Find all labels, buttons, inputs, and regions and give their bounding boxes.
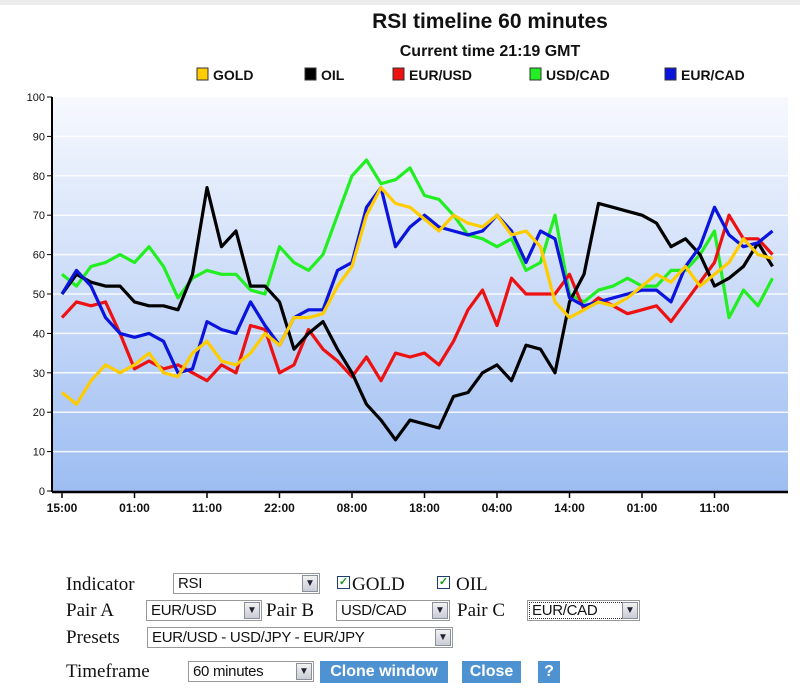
- series-line-oil: [60, 186, 774, 442]
- legend-item-gold: GOLD: [196, 67, 253, 83]
- pair-c-label: Pair C: [457, 600, 506, 621]
- y-tick-label: 20: [33, 407, 45, 419]
- x-tick-label: 22:00: [264, 501, 295, 515]
- pair-a-value: EUR/USD: [151, 602, 217, 619]
- x-tick-label: 01:00: [119, 501, 150, 515]
- legend-swatch: [529, 67, 542, 81]
- pair-b-label: Pair B: [266, 600, 315, 621]
- chevron-down-icon: ▼: [432, 602, 448, 619]
- y-tick-label: 40: [33, 328, 45, 340]
- chart-title: RSI timeline 60 minutes: [372, 10, 608, 33]
- legend-label: GOLD: [213, 67, 253, 83]
- chevron-down-icon: ▼: [296, 663, 312, 680]
- chevron-down-icon: ▼: [435, 629, 451, 646]
- legend-label: EUR/USD: [409, 67, 472, 83]
- series-line-eur-usd: [60, 213, 774, 383]
- x-tick-label: 15:00: [47, 501, 78, 515]
- gold-checkbox[interactable]: ✓: [337, 576, 350, 589]
- x-tick-label: 01:00: [627, 501, 658, 515]
- x-tick-label: 11:00: [192, 501, 222, 515]
- legend-swatch: [304, 67, 317, 81]
- y-tick-label: 0: [39, 486, 45, 498]
- timeframe-select[interactable]: 60 minutes ▼: [188, 661, 314, 682]
- series-line-usd-cad: [60, 158, 774, 320]
- x-tick-label: 14:00: [554, 501, 585, 515]
- pair-a-label: Pair A: [66, 600, 115, 621]
- legend-item-usd-cad: USD/CAD: [529, 67, 610, 83]
- pair-a-select[interactable]: EUR/USD ▼: [146, 600, 262, 621]
- y-tick-label: 100: [27, 92, 45, 104]
- y-tick-label: 50: [33, 289, 45, 301]
- pair-c-select[interactable]: EUR/CAD ▼: [527, 600, 640, 621]
- x-tick-label: 11:00: [699, 501, 729, 515]
- rsi-chart: RSI timeline 60 minutes Current time 21:…: [27, 10, 788, 515]
- y-tick-label: 30: [33, 368, 45, 380]
- close-button[interactable]: Close: [462, 661, 521, 683]
- presets-value: EUR/USD - USD/JPY - EUR/JPY: [152, 629, 365, 646]
- legend-label: EUR/CAD: [681, 67, 745, 83]
- presets-label: Presets: [66, 627, 120, 648]
- legend-swatch: [664, 67, 677, 81]
- x-tick-label: 04:00: [482, 501, 513, 515]
- legend-label: USD/CAD: [546, 67, 610, 83]
- legend: GOLD OIL EUR/USD USD/CAD EUR/CAD: [196, 67, 745, 83]
- presets-select[interactable]: EUR/USD - USD/JPY - EUR/JPY ▼: [147, 627, 453, 648]
- legend-swatch: [392, 67, 405, 81]
- indicator-select[interactable]: RSI ▼: [173, 573, 320, 594]
- oil-checkbox[interactable]: ✓: [437, 576, 450, 589]
- help-button[interactable]: ?: [538, 661, 560, 683]
- series-line-gold: [60, 186, 773, 406]
- chevron-down-icon: ▼: [244, 602, 260, 619]
- gold-checkbox-label: GOLD: [352, 574, 405, 595]
- indicator-label: Indicator: [66, 574, 135, 595]
- pair-b-value: USD/CAD: [341, 602, 407, 619]
- timeframe-value: 60 minutes: [193, 663, 264, 680]
- clone-window-button[interactable]: Clone window: [320, 661, 448, 683]
- legend-label: OIL: [321, 67, 345, 83]
- pair-c-value: EUR/CAD: [532, 602, 598, 619]
- pair-b-select[interactable]: USD/CAD ▼: [336, 600, 450, 621]
- chevron-down-icon: ▼: [302, 575, 318, 592]
- y-tick-label: 90: [33, 131, 45, 143]
- top-border: [0, 0, 800, 5]
- timeframe-label: Timeframe: [66, 661, 150, 682]
- legend-item-eur-cad: EUR/CAD: [664, 67, 745, 83]
- legend-item-eur-usd: EUR/USD: [392, 67, 472, 83]
- y-tick-label: 70: [33, 210, 45, 222]
- y-tick-label: 60: [33, 250, 45, 262]
- legend-item-oil: OIL: [304, 67, 345, 83]
- chart-subtitle: Current time 21:19 GMT: [400, 43, 581, 60]
- chevron-down-icon: ▼: [622, 602, 638, 619]
- indicator-value: RSI: [178, 575, 203, 592]
- x-tick-label: 08:00: [337, 501, 368, 515]
- y-tick-label: 80: [33, 171, 45, 183]
- oil-checkbox-label: OIL: [456, 574, 488, 595]
- x-tick-label: 18:00: [409, 501, 440, 515]
- legend-swatch: [196, 67, 209, 81]
- y-tick-label: 10: [33, 447, 45, 459]
